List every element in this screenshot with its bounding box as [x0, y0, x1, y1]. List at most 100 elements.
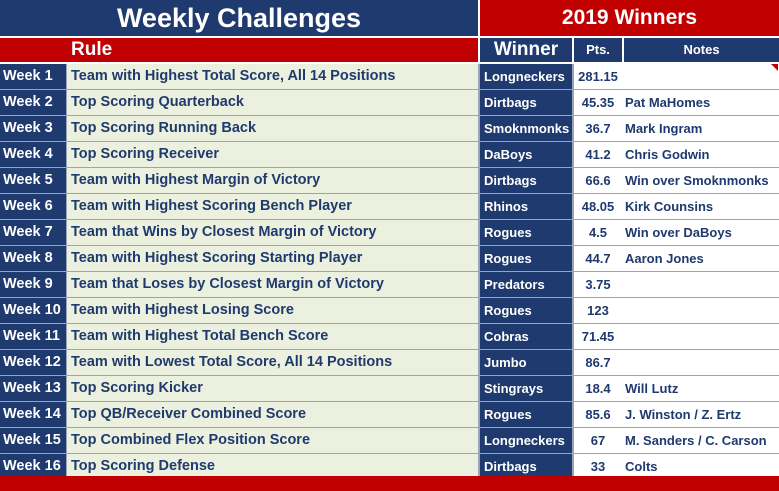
winner-cell: Dirtbags: [480, 90, 572, 115]
pts-cell: 45.35: [574, 90, 622, 115]
sheet-title: Weekly Challenges: [0, 0, 478, 36]
rule-column-header: Rule: [71, 39, 113, 60]
note-cell: Will Lutz: [622, 376, 779, 401]
winner-cell: Rogues: [480, 246, 572, 271]
winner-cell: Rogues: [480, 220, 572, 245]
pts-cell: 44.7: [574, 246, 622, 271]
footer-bar: [0, 476, 779, 491]
rule-cell: Team with Highest Scoring Bench Player: [67, 194, 478, 219]
week-cell: Week 10: [0, 298, 66, 323]
pts-cell: 33: [574, 454, 622, 479]
pts-cell: 4.5: [574, 220, 622, 245]
table-row: Week 13 Top Scoring Kicker Stingrays 18.4 Wi…: [0, 376, 779, 401]
rule-cell: Top Scoring Defense: [67, 454, 478, 479]
note-cell: M. Sanders / C. Carson: [622, 428, 779, 453]
table-row: Week 4 Top Scoring Receiver DaBoys 41.2 Chri…: [0, 142, 779, 167]
week-cell: Week 16: [0, 454, 66, 479]
note-cell: Chris Godwin: [622, 142, 779, 167]
winner-cell: Rogues: [480, 402, 572, 427]
pts-cell: 85.6: [574, 402, 622, 427]
winner-cell: Stingrays: [480, 376, 572, 401]
note-cell: [622, 272, 779, 297]
table-row: Week 1 Team with Highest Total Score, All…: [0, 64, 779, 89]
table-row: Week 9 Team that Loses by Closest Margin …: [0, 272, 779, 297]
table-row: Week 14 Top QB/Receiver Combined Score Rog…: [0, 402, 779, 427]
winner-cell: Dirtbags: [480, 454, 572, 479]
week-cell: Week 15: [0, 428, 66, 453]
rule-cell: Team with Highest Margin of Victory: [67, 168, 478, 193]
week-cell: Week 5: [0, 168, 66, 193]
pts-cell: 67: [574, 428, 622, 453]
rule-cell: Team with Lowest Total Score, All 14 Pos…: [67, 350, 478, 375]
rule-cell: Top QB/Receiver Combined Score: [67, 402, 478, 427]
note-cell: Mark Ingram: [622, 116, 779, 141]
winner-cell: Dirtbags: [480, 168, 572, 193]
table-row: Week 7 Team that Wins by Closest Margin o…: [0, 220, 779, 245]
week-cell: Week 7: [0, 220, 66, 245]
week-cell: Week 8: [0, 246, 66, 271]
note-cell: [622, 350, 779, 375]
note-cell: Win over Smoknmonks: [622, 168, 779, 193]
winner-cell: Smoknmonks: [480, 116, 572, 141]
note-cell: [622, 298, 779, 323]
winner-cell: Jumbo: [480, 350, 572, 375]
table-row: Week 16 Top Scoring Defense Dirtbags 33 Colt…: [0, 454, 779, 479]
rule-cell: Team with Highest Total Score, All 14 Po…: [67, 64, 478, 89]
week-cell: Week 14: [0, 402, 66, 427]
pts-cell: 66.6: [574, 168, 622, 193]
winner-cell: DaBoys: [480, 142, 572, 167]
table-row: Week 11 Team with Highest Total Bench Sco…: [0, 324, 779, 349]
pts-cell: 41.2: [574, 142, 622, 167]
pts-cell: 281.15: [574, 64, 622, 89]
table-row: Week 8 Team with Highest Scoring Starting…: [0, 246, 779, 271]
note-cell: [622, 324, 779, 349]
week-cell: Week 11: [0, 324, 66, 349]
week-cell: Week 4: [0, 142, 66, 167]
winner-cell: Cobras: [480, 324, 572, 349]
table-row: Week 5 Team with Highest Margin of Victor…: [0, 168, 779, 193]
note-cell: Win over DaBoys: [622, 220, 779, 245]
notes-column-header: Notes: [624, 38, 779, 62]
rule-cell: Top Scoring Quarterback: [67, 90, 478, 115]
week-cell: Week 1: [0, 64, 66, 89]
note-cell: Kirk Counsins: [622, 194, 779, 219]
note-cell: J. Winston / Z. Ertz: [622, 402, 779, 427]
table-row: Week 3 Top Scoring Running Back Smoknmonks…: [0, 116, 779, 141]
winner-cell: Rogues: [480, 298, 572, 323]
rule-cell: Team with Highest Scoring Starting Playe…: [67, 246, 478, 271]
winner-cell: Predators: [480, 272, 572, 297]
table-row: Week 15 Top Combined Flex Position Score L…: [0, 428, 779, 453]
winner-cell: Rhinos: [480, 194, 572, 219]
note-cell: Aaron Jones: [622, 246, 779, 271]
week-cell: Week 9: [0, 272, 66, 297]
pts-cell: 36.7: [574, 116, 622, 141]
rule-cell: Top Combined Flex Position Score: [67, 428, 478, 453]
week-cell: Week 3: [0, 116, 66, 141]
table-row: Week 12 Team with Lowest Total Score, All…: [0, 350, 779, 375]
winners-title: 2019 Winners: [480, 0, 779, 36]
pts-cell: 18.4: [574, 376, 622, 401]
rule-cell: Team with Highest Total Bench Score: [67, 324, 478, 349]
rule-cell: Top Scoring Running Back: [67, 116, 478, 141]
week-cell: Week 12: [0, 350, 66, 375]
table-row: Week 2 Top Scoring Quarterback Dirtbags 45.…: [0, 90, 779, 115]
pts-column-header: Pts.: [574, 38, 622, 62]
note-cell: Pat MaHomes: [622, 90, 779, 115]
rule-cell: Top Scoring Receiver: [67, 142, 478, 167]
winner-cell: Longneckers: [480, 64, 572, 89]
rule-cell: Team that Loses by Closest Margin of Vic…: [67, 272, 478, 297]
rule-cell: Team with Highest Losing Score: [67, 298, 478, 323]
week-cell: Week 13: [0, 376, 66, 401]
comment-indicator: [771, 64, 778, 71]
rule-cell: Team that Wins by Closest Margin of Vict…: [67, 220, 478, 245]
rule-header-bar: [0, 38, 478, 62]
week-cell: Week 2: [0, 90, 66, 115]
table-row: Week 10 Team with Highest Losing Score Rog…: [0, 298, 779, 323]
pts-cell: 3.75: [574, 272, 622, 297]
note-cell: [622, 64, 779, 89]
rule-cell: Top Scoring Kicker: [67, 376, 478, 401]
pts-cell: 48.05: [574, 194, 622, 219]
winner-cell: Longneckers: [480, 428, 572, 453]
table-row: Week 6 Team with Highest Scoring Bench Pl…: [0, 194, 779, 219]
